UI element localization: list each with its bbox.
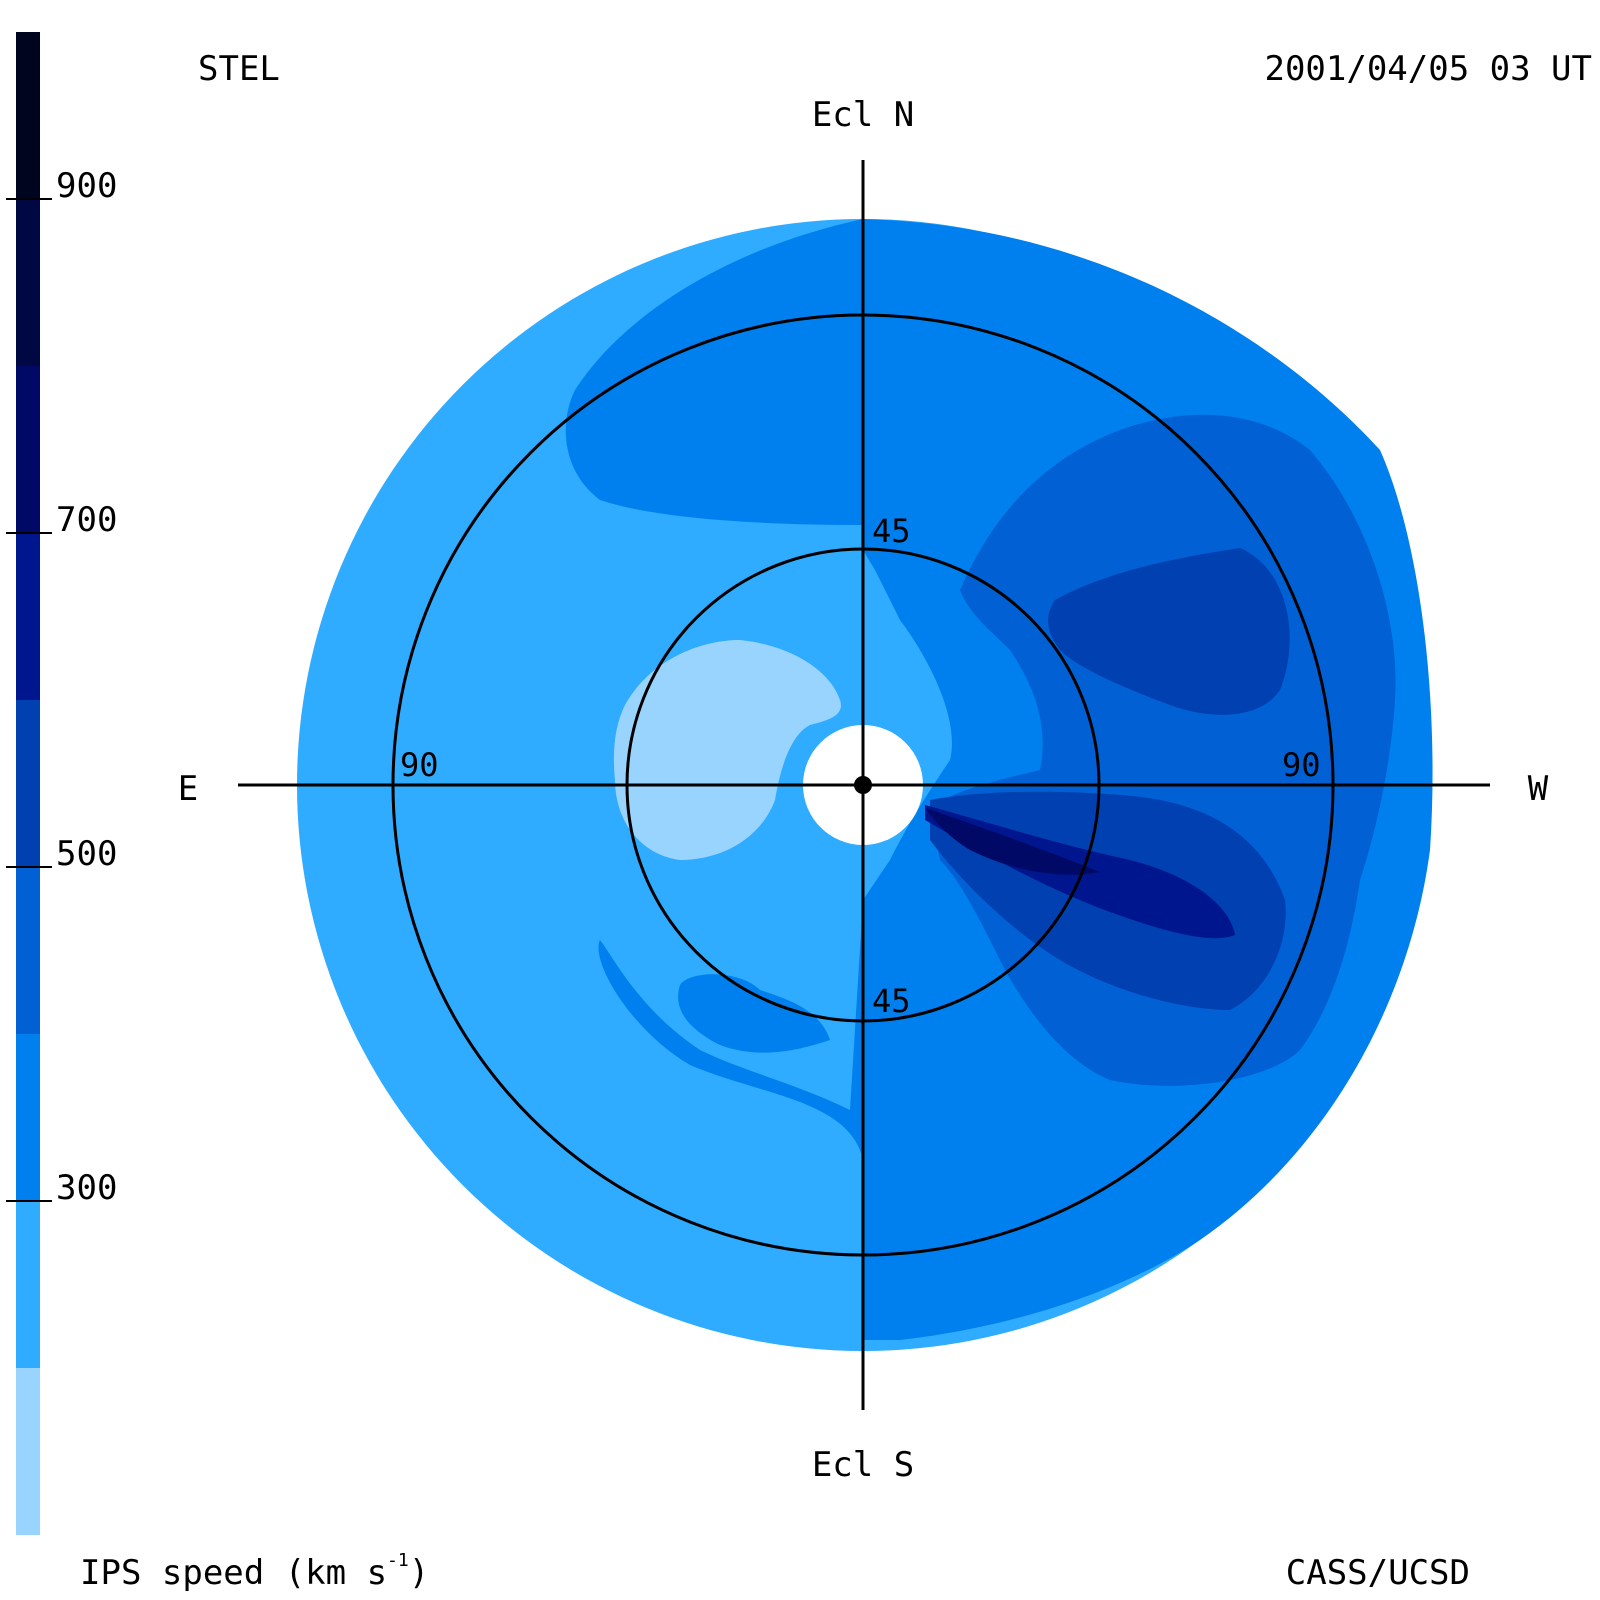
colorbar-band [16, 867, 40, 1034]
colorbar-title-text: IPS speed (km s [80, 1553, 388, 1593]
colorbar-tick-label: 700 [56, 500, 117, 540]
colorbar-band [16, 199, 40, 366]
colorbar-title-close: ) [408, 1553, 430, 1593]
ring-label-45-north: 45 [872, 512, 911, 550]
speed-region-700-800 [925, 808, 1100, 875]
colorbar-band [16, 700, 40, 867]
colorbar-band [16, 1034, 40, 1201]
colorbar-tick-label: 900 [56, 166, 117, 206]
colorbar-title-exponent: -1 [387, 1550, 409, 1571]
sun-center-dot [854, 776, 872, 794]
colorbar-ticks: 300 500 700 900 [6, 166, 117, 1208]
colorbar-tick-label: 300 [56, 1168, 117, 1208]
observatory-label: STEL [198, 49, 280, 89]
colorbar-tick-label: 500 [56, 834, 117, 874]
credit-label: CASS/UCSD [1285, 1553, 1470, 1593]
ring-label-45-south: 45 [872, 982, 911, 1020]
direction-label-north: Ecl N [812, 95, 914, 135]
colorbar: 300 500 700 900 [6, 32, 117, 1535]
ring-label-90-west: 90 [1282, 746, 1321, 784]
sky-disk: 45 45 90 90 Ecl N Ecl S E W [178, 95, 1549, 1485]
speed-region-100-200 [613, 640, 841, 860]
colorbar-bands [16, 32, 40, 1535]
colorbar-title: IPS speed (km s-1) [80, 1552, 430, 1593]
colorbar-band [16, 533, 40, 700]
ring-label-90-east: 90 [400, 746, 439, 784]
colorbar-band [16, 1201, 40, 1368]
direction-label-east: E [178, 769, 198, 809]
direction-label-south: Ecl S [812, 1445, 914, 1485]
colorbar-band [16, 366, 40, 533]
direction-label-west: W [1528, 769, 1549, 809]
timestamp-label: 2001/04/05 03 UT [1264, 49, 1592, 89]
colorbar-band [16, 1368, 40, 1535]
colorbar-band [16, 32, 40, 199]
